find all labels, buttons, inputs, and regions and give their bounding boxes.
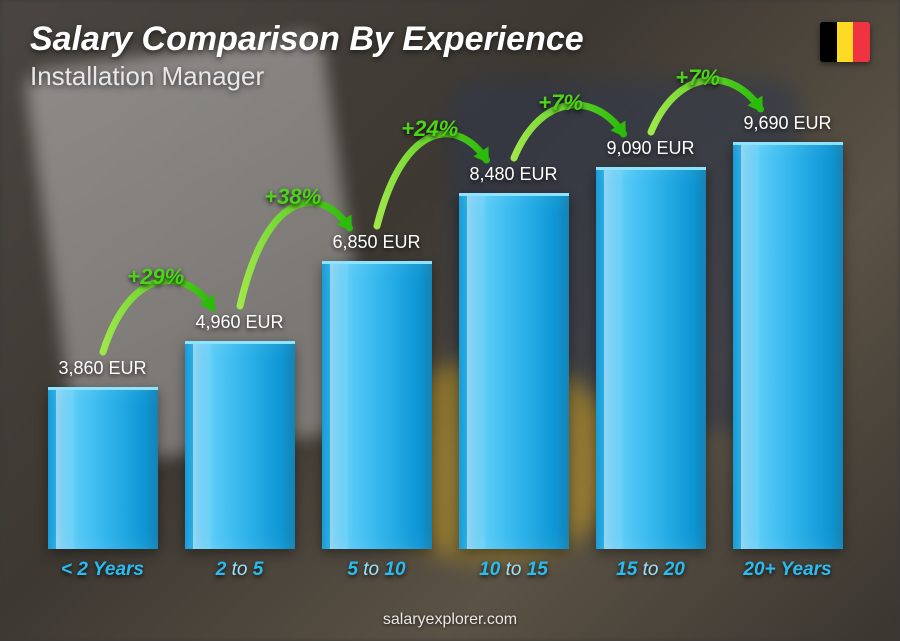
bar-category-label: 5 to 10 — [347, 559, 405, 581]
chart-title: Salary Comparison By Experience — [30, 20, 584, 59]
bar — [733, 142, 843, 549]
bar-group: 3,860 EUR< 2 Years — [40, 358, 165, 581]
growth-pct-label: +24% — [401, 116, 458, 142]
growth-pct-label: +29% — [127, 264, 184, 290]
bar-group: 9,690 EUR20+ Years — [725, 113, 850, 581]
bar-chart: 3,860 EUR< 2 Years4,960 EUR2 to 56,850 E… — [40, 121, 850, 581]
bar-category-label: < 2 Years — [61, 559, 144, 581]
chart-subtitle: Installation Manager — [30, 61, 584, 92]
bar-group: 9,090 EUR15 to 20 — [588, 138, 713, 581]
bar-category-label: 2 to 5 — [216, 559, 264, 581]
bar-category-label: 10 to 15 — [479, 559, 548, 581]
bar-category-label: 15 to 20 — [616, 559, 685, 581]
chart-header: Salary Comparison By Experience Installa… — [30, 20, 584, 92]
bar — [459, 193, 569, 549]
bar-category-label: 20+ Years — [743, 559, 831, 581]
bar — [596, 167, 706, 549]
bar — [48, 387, 158, 549]
flag-stripe-2 — [837, 22, 854, 62]
growth-pct-label: +7% — [538, 90, 583, 116]
footer-credit: salaryexplorer.com — [0, 611, 900, 629]
bar — [185, 341, 295, 549]
belgium-flag-icon — [820, 22, 870, 62]
growth-pct-label: +38% — [264, 184, 321, 210]
growth-pct-label: +7% — [675, 65, 720, 91]
flag-stripe-1 — [820, 22, 837, 62]
flag-stripe-3 — [853, 22, 870, 62]
